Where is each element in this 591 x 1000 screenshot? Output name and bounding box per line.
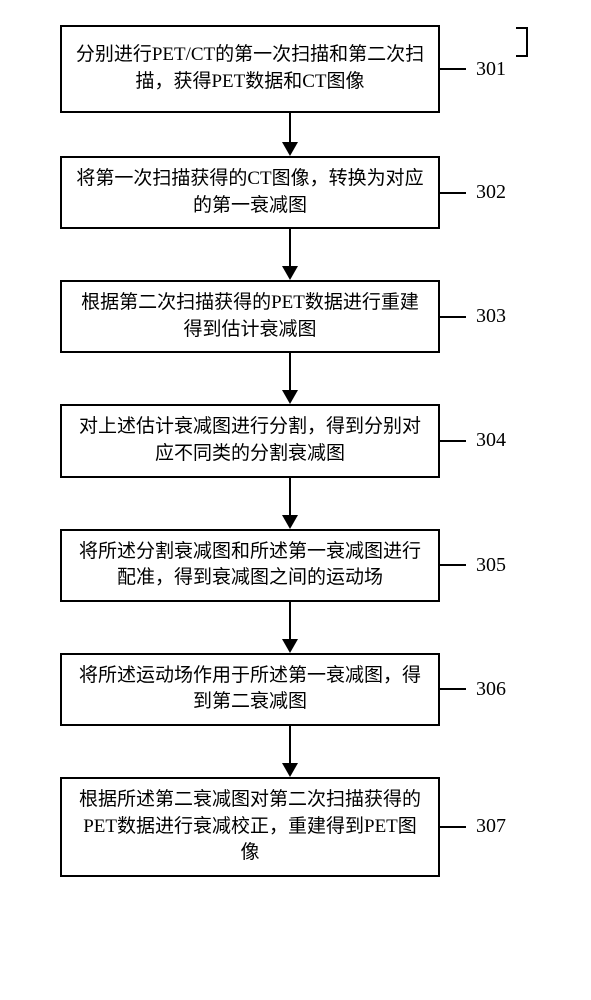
step-box: 将所述分割衰减图和所述第一衰减图进行配准，得到衰减图之间的运动场 (60, 529, 440, 602)
connector-line (438, 68, 466, 70)
step-302: 将第一次扫描获得的CT图像，转换为对应的第一衰减图 302 (60, 156, 520, 229)
connector-line (438, 316, 466, 318)
step-box: 分别进行PET/CT的第一次扫描和第二次扫描，获得PET数据和CT图像 (60, 25, 440, 113)
step-box: 根据所述第二衰减图对第二次扫描获得的PET数据进行衰减校正，重建得到PET图像 (60, 777, 440, 877)
step-label: 304 (476, 429, 506, 452)
arrow-line (289, 478, 291, 516)
arrow (100, 353, 480, 404)
step-304: 对上述估计衰减图进行分割，得到分别对应不同类的分割衰减图 304 (60, 404, 520, 477)
step-text: 将所述运动场作用于所述第一衰减图，得到第二衰减图 (74, 663, 426, 716)
flowchart-container: 分别进行PET/CT的第一次扫描和第二次扫描，获得PET数据和CT图像 301 … (0, 0, 520, 877)
step-box: 将第一次扫描获得的CT图像，转换为对应的第一衰减图 (60, 156, 440, 229)
step-label: 307 (476, 815, 506, 838)
step-box: 对上述估计衰减图进行分割，得到分别对应不同类的分割衰减图 (60, 404, 440, 477)
arrow-head (282, 639, 298, 653)
step-label: 303 (476, 305, 506, 328)
arrow-head (282, 515, 298, 529)
connector-line (438, 192, 466, 194)
arrow (100, 478, 480, 529)
step-text: 将所述分割衰减图和所述第一衰减图进行配准，得到衰减图之间的运动场 (74, 539, 426, 592)
arrow-line (289, 229, 291, 267)
arrow-line (289, 113, 291, 143)
arrow (100, 229, 480, 280)
step-label: 301 (476, 58, 506, 81)
step-306: 将所述运动场作用于所述第一衰减图，得到第二衰减图 306 (60, 653, 520, 726)
arrow-head (282, 266, 298, 280)
arrow (100, 602, 480, 653)
step-label: 306 (476, 678, 506, 701)
connector-line (438, 564, 466, 566)
arrow-line (289, 602, 291, 640)
arrow-head (282, 142, 298, 156)
bracket-decoration (516, 27, 528, 57)
arrow-head (282, 390, 298, 404)
step-text: 根据所述第二衰减图对第二次扫描获得的PET数据进行衰减校正，重建得到PET图像 (74, 787, 426, 867)
connector-line (438, 688, 466, 690)
step-307: 根据所述第二衰减图对第二次扫描获得的PET数据进行衰减校正，重建得到PET图像 … (60, 777, 520, 877)
step-box: 将所述运动场作用于所述第一衰减图，得到第二衰减图 (60, 653, 440, 726)
arrow-line (289, 353, 291, 391)
arrow-head (282, 763, 298, 777)
step-label: 305 (476, 554, 506, 577)
arrow-line (289, 726, 291, 764)
step-303: 根据第二次扫描获得的PET数据进行重建得到估计衰减图 303 (60, 280, 520, 353)
step-box: 根据第二次扫描获得的PET数据进行重建得到估计衰减图 (60, 280, 440, 353)
connector-line (438, 826, 466, 828)
step-text: 将第一次扫描获得的CT图像，转换为对应的第一衰减图 (74, 166, 426, 219)
step-text: 根据第二次扫描获得的PET数据进行重建得到估计衰减图 (74, 290, 426, 343)
step-text: 分别进行PET/CT的第一次扫描和第二次扫描，获得PET数据和CT图像 (74, 42, 426, 95)
connector-line (438, 440, 466, 442)
step-305: 将所述分割衰减图和所述第一衰减图进行配准，得到衰减图之间的运动场 305 (60, 529, 520, 602)
step-text: 对上述估计衰减图进行分割，得到分别对应不同类的分割衰减图 (74, 414, 426, 467)
arrow (100, 113, 480, 156)
arrow (100, 726, 480, 777)
step-label: 302 (476, 181, 506, 204)
step-301: 分别进行PET/CT的第一次扫描和第二次扫描，获得PET数据和CT图像 301 (60, 25, 520, 113)
